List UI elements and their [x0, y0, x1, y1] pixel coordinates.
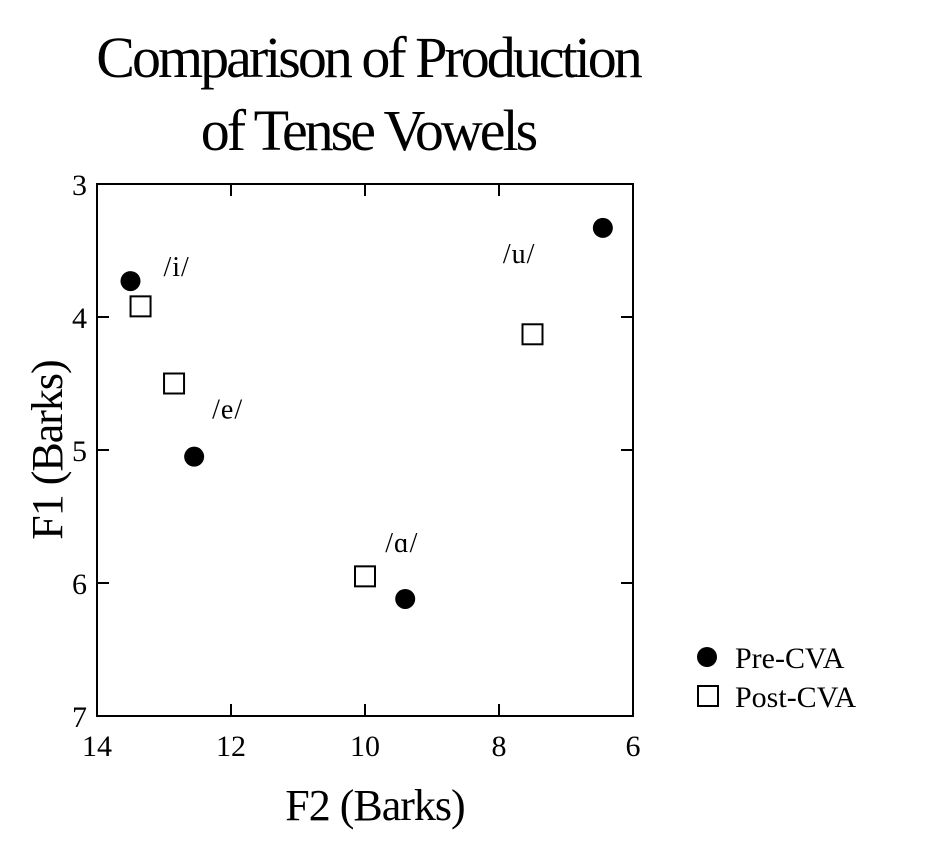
vowel-label: /u/: [503, 239, 536, 270]
post-cva-point: [129, 295, 152, 318]
y-tick-label: 7: [72, 701, 87, 734]
chart-title-line-1: Comparison of Production: [96, 25, 642, 90]
legend-marker-post-cva: [697, 685, 719, 707]
x-tick-label: 14: [82, 730, 112, 763]
pre-cva-point: [395, 588, 416, 609]
legend-label-pre-cva: Pre-CVA: [735, 642, 845, 675]
post-cva-point: [521, 323, 544, 346]
pre-cva-point: [184, 446, 205, 467]
vowel-label: /ɑ/: [385, 528, 418, 559]
pre-cva-point: [592, 217, 613, 238]
legend-label-post-cva: Post-CVA: [735, 681, 856, 714]
pre-cva-point: [120, 271, 141, 292]
x-axis-title: F2 (Barks): [285, 781, 464, 830]
legend: Pre-CVA Post-CVA: [697, 642, 856, 714]
data-markers: [120, 217, 613, 609]
post-cva-point: [354, 565, 376, 588]
x-tick-label: 6: [626, 730, 641, 763]
axis-ticks: [96, 183, 634, 717]
y-tick-label: 3: [72, 169, 87, 202]
x-tick-label: 8: [492, 730, 507, 763]
chart-title-line-2: of Tense Vowels: [201, 98, 537, 163]
vowel-annotations: /i/ /e/ /ɑ/ /u/: [164, 239, 536, 559]
y-tick-label: 4: [72, 302, 87, 335]
y-tick-label: 5: [72, 435, 87, 468]
post-cva-point: [163, 372, 186, 395]
tick-labels: 14 12 10 8 6 3 4 5 6 7: [72, 169, 641, 763]
y-axis-title: F1 (Barks): [23, 360, 72, 539]
legend-marker-pre-cva: [697, 647, 717, 667]
vowel-label: /e/: [212, 395, 243, 426]
x-tick-label: 12: [216, 730, 246, 763]
x-tick-label: 10: [350, 730, 380, 763]
y-tick-label: 6: [72, 568, 87, 601]
vowel-label: /i/: [164, 252, 190, 283]
